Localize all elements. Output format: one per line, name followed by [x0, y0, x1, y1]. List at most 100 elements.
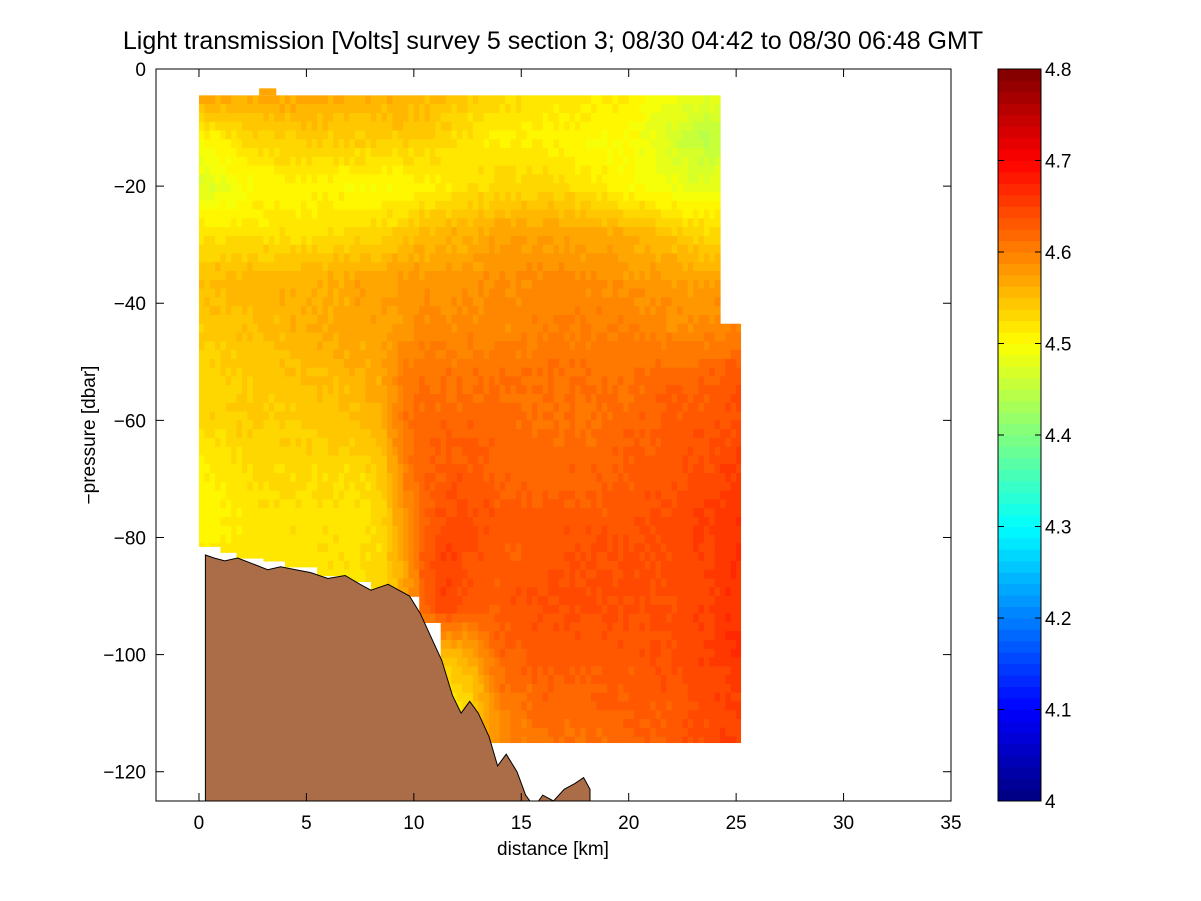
field-cell: [542, 675, 549, 685]
field-cell: [231, 455, 238, 465]
field-cell: [542, 402, 549, 413]
field-cell: [252, 332, 259, 342]
field-cell: [333, 279, 340, 290]
field-cell: [499, 279, 506, 290]
field-cell: [365, 271, 372, 281]
field-cell: [419, 227, 426, 237]
field-cell: [220, 508, 227, 518]
field-cell: [279, 174, 286, 184]
field-cell: [532, 350, 538, 360]
field-cell: [311, 200, 318, 211]
field-cell: [569, 341, 576, 351]
field-cell: [258, 350, 265, 360]
field-cell: [526, 508, 533, 518]
field-cell: [607, 701, 614, 711]
field-cell: [478, 534, 485, 544]
field-cell: [236, 473, 243, 483]
field-cell: [553, 639, 560, 650]
field-cell: [236, 516, 243, 527]
field-cell: [429, 200, 436, 211]
field-cell: [472, 139, 479, 149]
field-cell: [580, 666, 587, 676]
field-cell: [429, 587, 436, 597]
field-cell: [274, 446, 281, 457]
field-cell: [209, 139, 216, 149]
field-cell: [290, 367, 297, 378]
field-cell: [591, 323, 598, 334]
field-cell: [569, 297, 576, 307]
field-cell: [580, 560, 587, 571]
field-cell: [429, 613, 436, 623]
field-cell: [596, 490, 603, 501]
field-cell: [311, 341, 318, 351]
field-cell: [386, 394, 393, 404]
field-cell: [349, 543, 356, 553]
field-cell: [354, 183, 361, 193]
field-cell: [494, 183, 501, 193]
field-cell: [370, 95, 377, 105]
field-cell: [489, 156, 496, 167]
field-cell: [456, 314, 463, 325]
field-cell: [263, 279, 270, 290]
field-cell: [580, 218, 587, 228]
field-cell: [591, 244, 598, 255]
field-cell: [386, 288, 393, 298]
field-cell: [542, 191, 549, 202]
field-cell: [472, 516, 479, 527]
field-cell: [301, 411, 307, 421]
field-cell: [338, 288, 345, 298]
field-cell: [612, 473, 619, 483]
field-cell: [585, 271, 592, 281]
field-cell: [532, 596, 538, 606]
field-cell: [440, 323, 447, 334]
field-cell: [456, 534, 463, 544]
field-cell: [306, 411, 313, 421]
field-cell: [607, 112, 614, 123]
field-cell: [607, 719, 614, 729]
field-cell: [510, 148, 517, 158]
field-cell: [478, 701, 485, 711]
field-cell: [440, 191, 447, 202]
field-cell: [419, 525, 426, 536]
field-cell: [585, 262, 592, 272]
field-cell: [564, 209, 571, 219]
field-cell: [505, 156, 512, 167]
field-cell: [290, 350, 297, 360]
field-cell: [284, 534, 291, 544]
field-cell: [386, 306, 393, 316]
field-cell: [532, 464, 538, 474]
field-cell: [499, 666, 506, 676]
field-cell: [381, 314, 388, 325]
field-cell: [413, 560, 420, 571]
field-cell: [510, 648, 517, 659]
field-cell: [585, 455, 592, 465]
field-cell: [236, 297, 243, 307]
field-cell: [489, 253, 496, 263]
field-cell: [376, 104, 383, 114]
field-cell: [537, 332, 544, 342]
field-cell: [322, 200, 329, 211]
field-cell: [290, 429, 297, 439]
field-cell: [327, 552, 334, 562]
field-cell: [569, 648, 576, 659]
field-cell: [344, 455, 350, 465]
field-cell: [354, 525, 361, 536]
field-cell: [236, 209, 243, 219]
field-cell: [381, 323, 388, 334]
field-cell: [580, 174, 587, 184]
field-cell: [204, 499, 211, 509]
field-cell: [553, 560, 560, 571]
field-cell: [521, 174, 528, 184]
field-cell: [301, 490, 307, 501]
field-cell: [370, 402, 377, 413]
field-cell: [231, 525, 238, 536]
field-cell: [510, 578, 517, 588]
field-cell: [258, 464, 265, 474]
field-cell: [279, 516, 286, 527]
field-cell: [526, 376, 533, 386]
field-cell: [564, 95, 571, 105]
field-cell: [268, 437, 275, 448]
field-cell: [322, 183, 329, 193]
field-cell: [607, 227, 614, 237]
field-cell: [446, 411, 453, 421]
